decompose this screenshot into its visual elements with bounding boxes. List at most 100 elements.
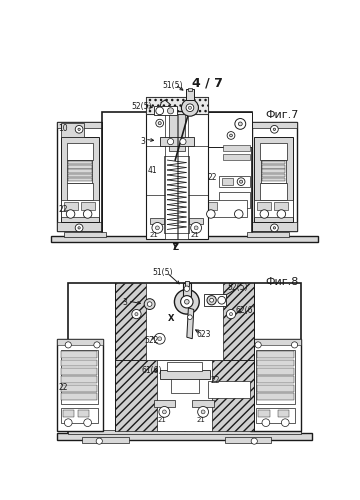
Bar <box>165 112 188 238</box>
Circle shape <box>84 419 91 426</box>
Bar <box>146 284 223 360</box>
Bar <box>274 202 288 210</box>
Circle shape <box>158 337 162 340</box>
Circle shape <box>135 312 138 316</box>
Circle shape <box>78 226 80 229</box>
Circle shape <box>238 122 242 126</box>
Bar <box>57 338 103 431</box>
Circle shape <box>230 134 233 137</box>
Bar <box>203 202 217 210</box>
Bar <box>254 137 293 222</box>
Bar <box>57 432 312 440</box>
Text: 21: 21 <box>190 232 199 238</box>
Circle shape <box>226 310 236 318</box>
Circle shape <box>154 334 165 344</box>
Bar <box>68 161 91 164</box>
Circle shape <box>270 126 278 133</box>
Bar <box>222 178 233 184</box>
Text: 22: 22 <box>208 173 217 182</box>
Bar <box>188 88 192 91</box>
Bar <box>57 122 102 128</box>
Circle shape <box>156 226 159 230</box>
Bar <box>260 183 287 200</box>
Circle shape <box>75 126 83 133</box>
Bar <box>171 379 199 392</box>
Circle shape <box>162 410 166 414</box>
Circle shape <box>227 132 235 140</box>
Bar <box>262 165 285 168</box>
Bar <box>165 156 189 233</box>
Circle shape <box>147 302 152 306</box>
Bar <box>258 410 270 418</box>
Bar <box>254 200 293 217</box>
Bar <box>60 350 98 404</box>
Circle shape <box>260 210 269 218</box>
Circle shape <box>207 296 216 305</box>
Bar <box>247 232 289 237</box>
Text: X: X <box>168 314 175 323</box>
Bar <box>257 368 294 375</box>
Circle shape <box>207 210 215 218</box>
Bar <box>262 161 285 164</box>
Bar <box>57 222 102 231</box>
Text: 52(5): 52(5) <box>132 102 152 112</box>
Bar <box>186 90 194 100</box>
Bar <box>64 202 77 210</box>
Bar <box>262 174 285 177</box>
Bar <box>256 350 294 404</box>
Circle shape <box>282 419 289 426</box>
Bar <box>208 381 250 398</box>
Bar <box>68 165 91 168</box>
Circle shape <box>175 290 199 314</box>
Bar <box>200 200 247 217</box>
Circle shape <box>186 104 194 112</box>
Bar <box>115 360 254 431</box>
Bar <box>61 351 97 358</box>
Circle shape <box>185 300 189 304</box>
Bar <box>261 160 286 183</box>
Text: 21: 21 <box>196 416 205 422</box>
Bar <box>68 178 91 182</box>
Bar <box>250 338 301 431</box>
Circle shape <box>84 210 92 218</box>
Bar <box>160 137 194 146</box>
Bar <box>257 360 294 366</box>
Circle shape <box>234 210 243 218</box>
Circle shape <box>180 138 186 144</box>
Bar <box>250 338 301 345</box>
Circle shape <box>64 419 72 426</box>
Bar <box>257 202 271 210</box>
Circle shape <box>75 224 83 232</box>
Polygon shape <box>187 308 194 338</box>
Bar <box>102 112 252 238</box>
Bar <box>146 97 208 114</box>
Bar <box>60 137 99 222</box>
Circle shape <box>96 438 102 444</box>
Text: 22: 22 <box>211 376 220 384</box>
Bar <box>63 410 75 418</box>
Circle shape <box>159 406 170 418</box>
Circle shape <box>152 222 163 233</box>
Circle shape <box>251 438 257 444</box>
Bar <box>60 123 84 137</box>
Bar <box>82 438 129 444</box>
Text: 51(5): 51(5) <box>152 268 172 277</box>
Bar <box>204 294 226 306</box>
Text: 51(5): 51(5) <box>163 81 183 90</box>
Bar <box>153 106 177 116</box>
Circle shape <box>218 296 226 304</box>
Text: 52(5): 52(5) <box>227 284 248 292</box>
Bar <box>77 410 89 418</box>
Circle shape <box>239 180 243 183</box>
Text: 10: 10 <box>58 124 68 133</box>
Circle shape <box>277 210 285 218</box>
Circle shape <box>66 210 75 218</box>
Bar <box>219 176 250 187</box>
Text: Фиг.7: Фиг.7 <box>266 110 299 120</box>
Circle shape <box>188 106 192 110</box>
Circle shape <box>144 298 155 310</box>
Circle shape <box>167 138 174 144</box>
Circle shape <box>201 410 205 414</box>
Circle shape <box>273 226 275 229</box>
Text: 21: 21 <box>158 416 166 422</box>
